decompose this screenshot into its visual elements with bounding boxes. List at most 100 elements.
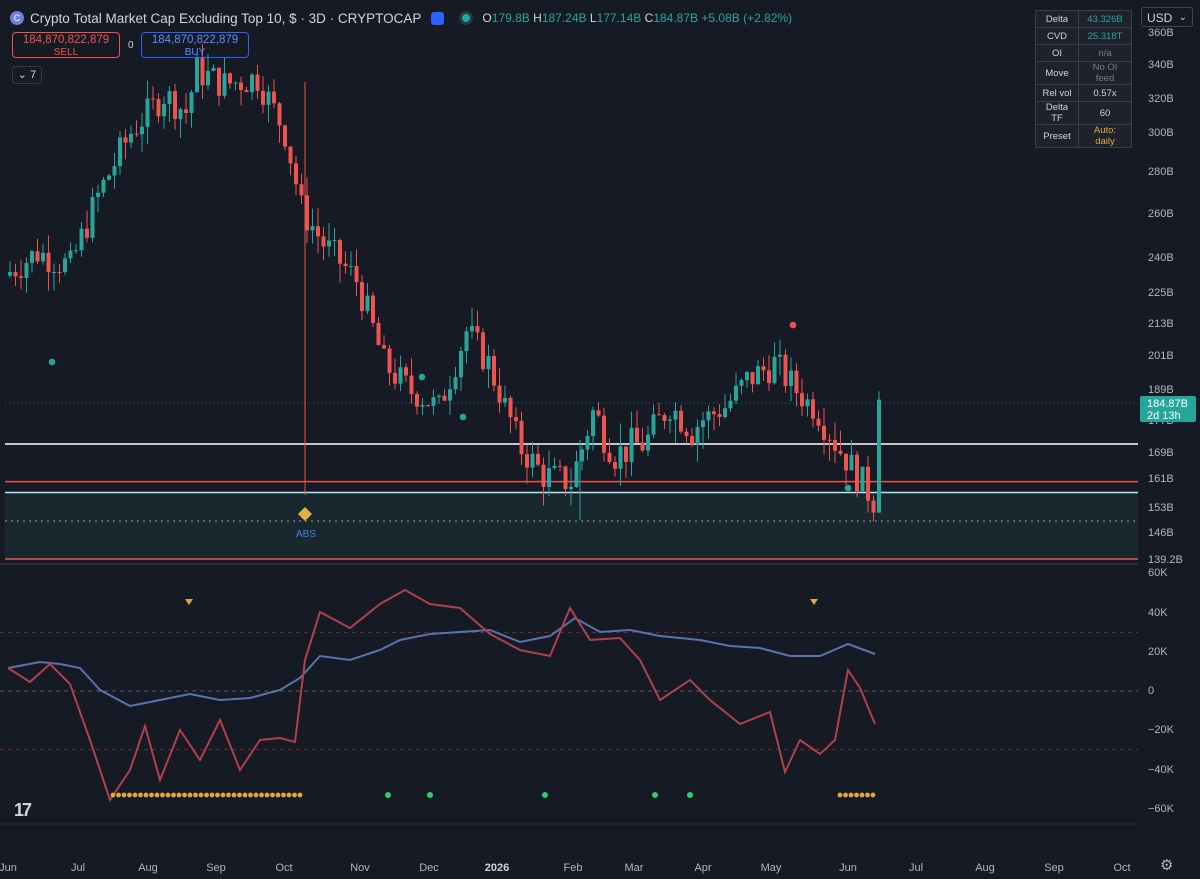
- current-price-text: 184.87B: [1147, 398, 1188, 410]
- absorption-dot: [143, 792, 149, 798]
- candle: [332, 227, 337, 257]
- candle-body: [277, 103, 282, 126]
- buy-signal-dot: [385, 792, 391, 798]
- candle: [371, 292, 375, 327]
- candle-body: [877, 399, 881, 513]
- tradingview-logo-icon[interactable]: 17: [14, 800, 32, 820]
- candle-body: [574, 461, 579, 487]
- buy-button[interactable]: 184,870,822,879 BUY: [141, 32, 249, 58]
- candle: [338, 238, 342, 283]
- candle: [712, 407, 716, 431]
- candle-body: [717, 414, 722, 417]
- absorption-dot: [127, 792, 132, 798]
- absorption-dot: [270, 792, 275, 798]
- candle-body: [365, 295, 370, 312]
- candle: [739, 378, 744, 394]
- candle: [701, 411, 705, 449]
- candle: [272, 79, 276, 109]
- symbol-title[interactable]: Crypto Total Market Cap Excluding Top 10…: [30, 10, 422, 26]
- candle: [591, 406, 595, 451]
- candle: [189, 89, 194, 128]
- candle: [52, 263, 56, 291]
- candle: [360, 275, 364, 321]
- candle: [288, 146, 293, 176]
- candle-body: [772, 356, 777, 384]
- candle-body: [30, 251, 34, 264]
- candle: [662, 413, 667, 430]
- stats-value: No OI feed: [1078, 61, 1132, 85]
- candle-body: [778, 354, 782, 357]
- candle-body: [426, 404, 430, 406]
- absorption-dot: [259, 792, 264, 798]
- candle: [123, 128, 128, 160]
- candle: [640, 427, 645, 452]
- candle: [167, 85, 172, 122]
- candle-body: [701, 420, 705, 428]
- time-axis-label: Feb: [564, 862, 583, 874]
- candle: [426, 404, 430, 407]
- candle-body: [343, 263, 348, 267]
- indicators-toggle-button[interactable]: ⌄ 7: [12, 66, 42, 84]
- candle-body: [679, 410, 683, 432]
- candle: [277, 101, 282, 143]
- candle-body: [338, 239, 342, 264]
- candle: [310, 208, 315, 244]
- signal-dot: [48, 358, 56, 366]
- signal-dot: [459, 413, 467, 421]
- candle: [376, 316, 381, 346]
- candle-body: [8, 272, 12, 276]
- cryptocap-logo-icon: C: [10, 11, 24, 25]
- candle: [90, 187, 95, 243]
- absorption-dot: [248, 792, 253, 798]
- stats-value: n/a: [1078, 44, 1132, 62]
- absorption-dot: [209, 792, 215, 798]
- candle-body: [640, 442, 645, 451]
- price-axis-label: 169B: [1148, 447, 1174, 459]
- candle: [497, 368, 502, 413]
- candle: [679, 404, 683, 434]
- eye-icon[interactable]: [431, 11, 445, 25]
- candle-body: [90, 196, 95, 238]
- candle: [745, 370, 749, 388]
- candle: [420, 398, 425, 416]
- candle: [585, 430, 590, 461]
- sell-button[interactable]: 184,870,822,879 SELL: [12, 32, 120, 58]
- absorption-dot: [226, 792, 231, 798]
- absorption-dot: [253, 792, 259, 798]
- absorption-dot: [848, 792, 854, 798]
- candle: [24, 257, 29, 293]
- candle: [706, 405, 711, 439]
- candle: [151, 86, 155, 110]
- candle: [475, 310, 480, 341]
- candle-body: [305, 195, 309, 231]
- candle-body: [85, 228, 89, 238]
- time-axis-label: Jun: [839, 862, 857, 874]
- candle: [541, 457, 546, 506]
- price-change: +5.08B (+2.82%): [701, 11, 793, 25]
- candle: [316, 207, 320, 254]
- candle-body: [662, 415, 667, 421]
- candle-body: [431, 397, 436, 406]
- candle: [299, 173, 304, 204]
- candle: [580, 445, 584, 471]
- candle-body: [558, 465, 562, 467]
- candle-body: [783, 354, 788, 387]
- candle: [673, 402, 678, 443]
- settings-gear-icon[interactable]: ⚙: [1160, 857, 1174, 874]
- chevron-down-icon: ⌄: [1178, 12, 1187, 23]
- candle: [646, 425, 650, 457]
- candle: [19, 259, 23, 290]
- candle-body: [668, 419, 672, 421]
- candle: [860, 466, 865, 492]
- candle: [140, 112, 144, 152]
- oscillator-axis-label: 20K: [1148, 646, 1168, 658]
- candle: [453, 366, 458, 395]
- currency-select[interactable]: USD ⌄: [1141, 7, 1193, 27]
- candle: [409, 358, 414, 404]
- candle: [41, 243, 45, 265]
- candle: [756, 360, 760, 385]
- time-axis-label: Oct: [1113, 862, 1130, 874]
- candle-body: [822, 425, 826, 440]
- candle-body: [635, 427, 639, 443]
